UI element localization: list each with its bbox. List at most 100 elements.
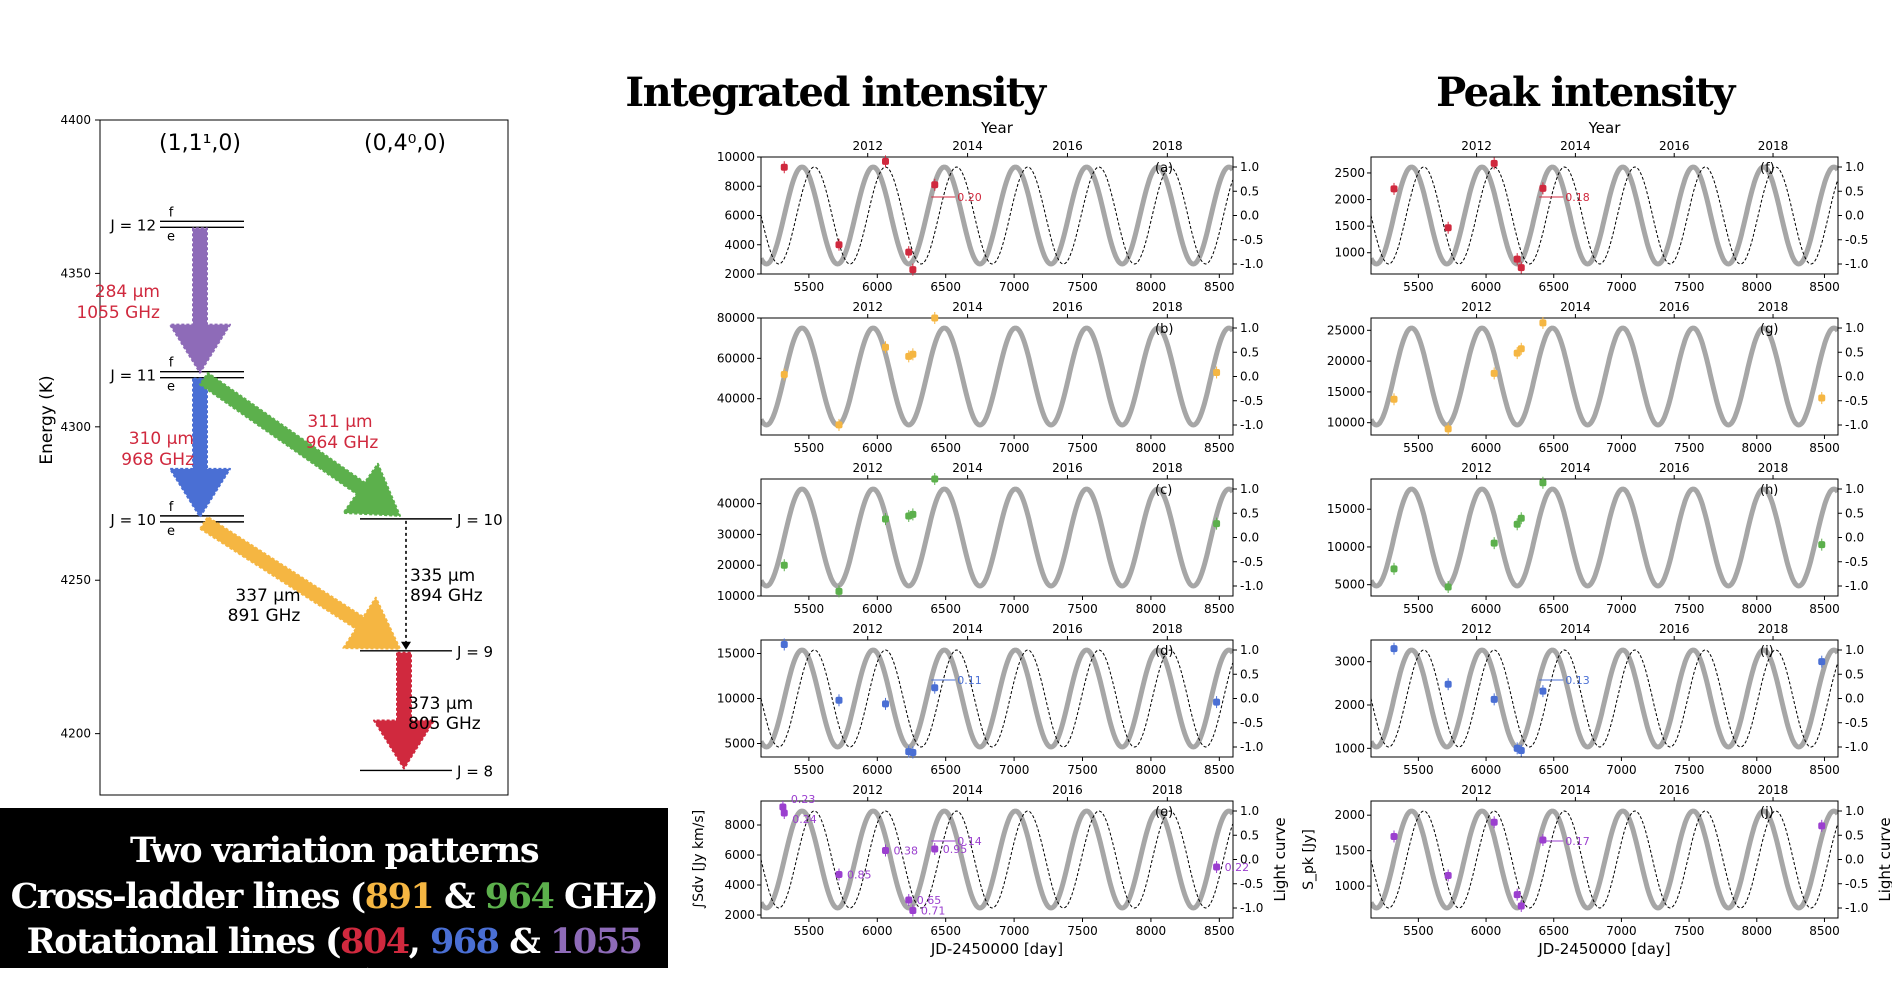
y-tick-label: 2000 [1334, 193, 1365, 207]
transition-arrow-891 [199, 515, 401, 650]
shift-label-f: 0.18 [1565, 191, 1590, 204]
sublevel-e: e [167, 380, 175, 395]
lc-tick-label: 0.0 [1240, 531, 1259, 545]
y-tick-label: 10000 [717, 150, 755, 164]
x-tick-label: 7000 [1606, 441, 1637, 455]
x-tick-label: 6000 [1471, 924, 1502, 938]
shifted-light-curve-e [761, 810, 1233, 909]
x-tick-label: 5500 [1403, 763, 1434, 777]
year-tick-label: 2016 [1052, 139, 1083, 153]
year-tick-label: 2018 [1152, 139, 1183, 153]
x-tick-label: 8000 [1742, 763, 1773, 777]
x-tick-label: 8000 [1742, 441, 1773, 455]
y-tick-label: 2000 [724, 908, 755, 922]
lc-tick-label: 0.0 [1240, 853, 1259, 867]
x-tick-label: 8500 [1204, 441, 1235, 455]
lc-tick-label: -1.0 [1845, 418, 1868, 432]
lc-tick-label: 0.5 [1240, 828, 1259, 842]
lc-tick-label: -0.5 [1240, 555, 1263, 569]
level-label: J = 9 [456, 643, 493, 661]
label-891-wavelength: 337 μm [235, 586, 300, 606]
right-axis-title: Light curve [1271, 817, 1289, 901]
year-tick-label: 2014 [952, 783, 983, 797]
year-axis-title: Year [1588, 119, 1622, 137]
panel-letter-d: (d) [1155, 644, 1173, 659]
x-tick-label: 8000 [1742, 924, 1773, 938]
year-tick-label: 2014 [1560, 300, 1591, 314]
shift-label-e: 0.14 [957, 835, 982, 848]
x-tick-label: 5500 [1403, 924, 1434, 938]
shifted-light-curve-d [761, 649, 1233, 748]
point-label-e: 0.71 [921, 905, 946, 918]
x-tick-label: 7500 [1674, 763, 1705, 777]
year-tick-label: 2016 [1052, 783, 1083, 797]
caption-line-2: Cross-ladder lines (891 & 964 GHz) [10, 876, 659, 917]
label-968-wavelength: 310 μm [129, 429, 194, 449]
y-tick-label: 20000 [717, 558, 755, 572]
x-tick-label: 8500 [1204, 280, 1235, 294]
label-891-frequency: 891 GHz [228, 606, 301, 626]
y-tick-label: 1000 [1334, 246, 1365, 260]
label-964-wavelength: 311 μm [307, 412, 372, 432]
x-tick-label: 6500 [1538, 280, 1569, 294]
year-tick-label: 2016 [1052, 622, 1083, 636]
year-tick-label: 2016 [1659, 139, 1690, 153]
y-tick-label: 40000 [717, 497, 755, 511]
x-axis-title: JD-2450000 [day] [930, 940, 1063, 958]
shift-label-i: 0.13 [1565, 674, 1590, 687]
year-tick-label: 2012 [1461, 783, 1492, 797]
x-tick-label: 6500 [1538, 441, 1569, 455]
y-tick-label: 8000 [724, 818, 755, 832]
label-1055-frequency: 1055 GHz [76, 303, 160, 323]
transition-arrow-1055 [169, 227, 231, 374]
x-tick-label: 5500 [794, 441, 825, 455]
x-tick-label: 5500 [1403, 441, 1434, 455]
panel-letter-g: (g) [1760, 322, 1778, 337]
lc-tick-label: 1.0 [1845, 804, 1864, 818]
x-tick-label: 8000 [1136, 924, 1167, 938]
x-tick-label: 7000 [1606, 280, 1637, 294]
y-tick-label: 1000 [1334, 879, 1365, 893]
year-tick-label: 2012 [852, 139, 883, 153]
transition-arrowhead-894 [401, 641, 411, 650]
year-tick-label: 2014 [1560, 139, 1591, 153]
lc-tick-label: 1.0 [1845, 643, 1864, 657]
y-tick-label: 15000 [1327, 385, 1365, 399]
year-tick-label: 2016 [1659, 622, 1690, 636]
y-tick-label: 60000 [717, 351, 755, 365]
light-curve-f [1371, 164, 1838, 267]
x-tick-label: 7000 [1606, 602, 1637, 616]
lc-tick-label: -1.0 [1240, 579, 1263, 593]
x-tick-label: 7500 [1067, 763, 1098, 777]
light-curve-b [761, 325, 1233, 428]
lc-tick-label: 0.0 [1845, 531, 1864, 545]
lc-tick-label: 1.0 [1240, 160, 1259, 174]
x-tick-label: 8000 [1742, 602, 1773, 616]
shift-label-a: 0.20 [957, 191, 982, 204]
level-label: J = 11 [109, 367, 156, 385]
year-tick-label: 2014 [1560, 461, 1591, 475]
year-tick-label: 2012 [1461, 622, 1492, 636]
y-tick-label: 2000 [724, 267, 755, 281]
lc-tick-label: 0.5 [1845, 828, 1864, 842]
caption-line-1: Two variation patterns [129, 830, 540, 871]
lc-tick-label: 0.5 [1845, 506, 1864, 520]
lc-tick-label: -0.5 [1240, 394, 1263, 408]
y-tick-label: 15000 [1327, 502, 1365, 516]
lc-tick-label: -0.5 [1845, 555, 1868, 569]
point-label-e: 0.65 [917, 894, 942, 907]
lc-tick-label: 0.5 [1845, 345, 1864, 359]
energy-tick-label: 4200 [60, 727, 91, 741]
year-tick-label: 2016 [1052, 300, 1083, 314]
year-tick-label: 2018 [1758, 300, 1789, 314]
chart-canvas: Integrated intensity Peak intensity 4200 42… [37, 69, 1892, 958]
lc-tick-label: -1.0 [1845, 257, 1868, 271]
x-tick-label: 7500 [1674, 280, 1705, 294]
ladder-title-1: (1,1¹,0) [159, 131, 241, 156]
x-tick-label: 7000 [999, 763, 1030, 777]
y-tick-label: 30000 [717, 527, 755, 541]
y-axis-title: ∫Sdv [Jy km/s] [691, 810, 707, 909]
x-tick-label: 7000 [1606, 763, 1637, 777]
year-tick-label: 2016 [1659, 300, 1690, 314]
x-tick-label: 8000 [1136, 602, 1167, 616]
